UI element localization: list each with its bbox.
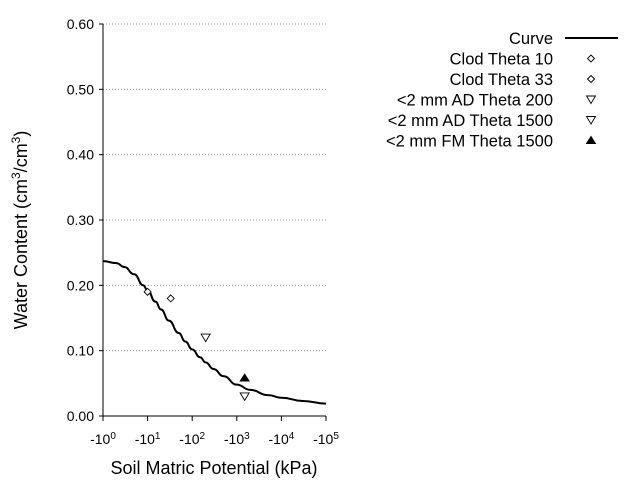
data-point [239,392,250,402]
legend-label: Clod Theta 10 [450,51,553,69]
data-points [143,287,250,402]
x-tick-label-base: -10 [179,431,199,447]
x-tick-label: -104 [269,431,295,448]
x-tick-label: -105 [313,431,339,448]
data-point [166,294,175,303]
x-tick-label: -103 [224,431,250,448]
data-point [143,287,152,297]
x-tick-label: -102 [179,431,205,448]
data-point [200,333,211,343]
x-tick-label-base: -10 [135,431,155,447]
x-tick-label-exponent: 3 [244,431,250,442]
x-tick-label: -100 [90,431,116,448]
y-axis-title-prefix: Water Content (cm [11,179,31,329]
legend-marker [586,54,596,63]
y-axis-ticks: 0.00 0.10 0.20 0.30 0.40 0.50 0.60 [67,16,103,424]
legend-marker [585,135,597,144]
y-tick-label: 0.00 [67,408,94,424]
x-tick-label-exponent: 5 [333,431,339,442]
x-axis-ticks: -100 -101 -102 -103 -104 -105 [90,416,339,447]
legend-marker [586,74,596,84]
y-tick-label: 0.30 [67,212,94,228]
x-axis-title: Soil Matric Potential (kPa) [110,458,317,478]
legend: Curve Clod Theta 10 Clod Theta 33 <2 mm AD … [386,30,618,151]
y-tick-label: 0.50 [67,81,94,97]
legend-label: Curve [509,30,553,48]
data-point [239,373,250,382]
legend-marker [585,116,597,125]
x-tick-label-base: -10 [224,431,244,447]
x-tick-label-exponent: 0 [110,431,116,442]
legend-label: <2 mm AD Theta 200 [397,92,553,110]
y-axis-title: Water Content (cm3/cm3) [9,131,31,330]
y-tick-label: 0.40 [67,147,94,163]
y-tick-label: 0.20 [67,277,94,293]
legend-label: Clod Theta 33 [450,71,553,89]
legend-marker [585,95,597,105]
y-axis-title-sup-1: 3 [9,172,23,179]
y-tick-label: 0.10 [67,343,94,359]
y-axis-title-sup-2: 3 [9,136,23,143]
x-tick-label-exponent: 4 [289,431,295,442]
x-tick-label-exponent: 1 [155,431,161,442]
legend-label: <2 mm AD Theta 1500 [388,112,553,130]
x-tick-label-exponent: 2 [200,431,206,442]
y-axis-title-mid: /cm [11,143,31,172]
y-axis-title-suffix: ) [11,131,31,137]
fitted-curve [102,260,327,405]
x-tick-label: -101 [135,431,161,448]
grid-lines [103,23,326,352]
x-tick-label-base: -10 [313,431,333,447]
legend-label: <2 mm FM Theta 1500 [386,133,553,151]
y-tick-label: 0.60 [67,16,94,32]
x-tick-label-base: -10 [90,431,110,447]
curve-line [102,260,327,405]
x-tick-label-base: -10 [269,431,289,447]
